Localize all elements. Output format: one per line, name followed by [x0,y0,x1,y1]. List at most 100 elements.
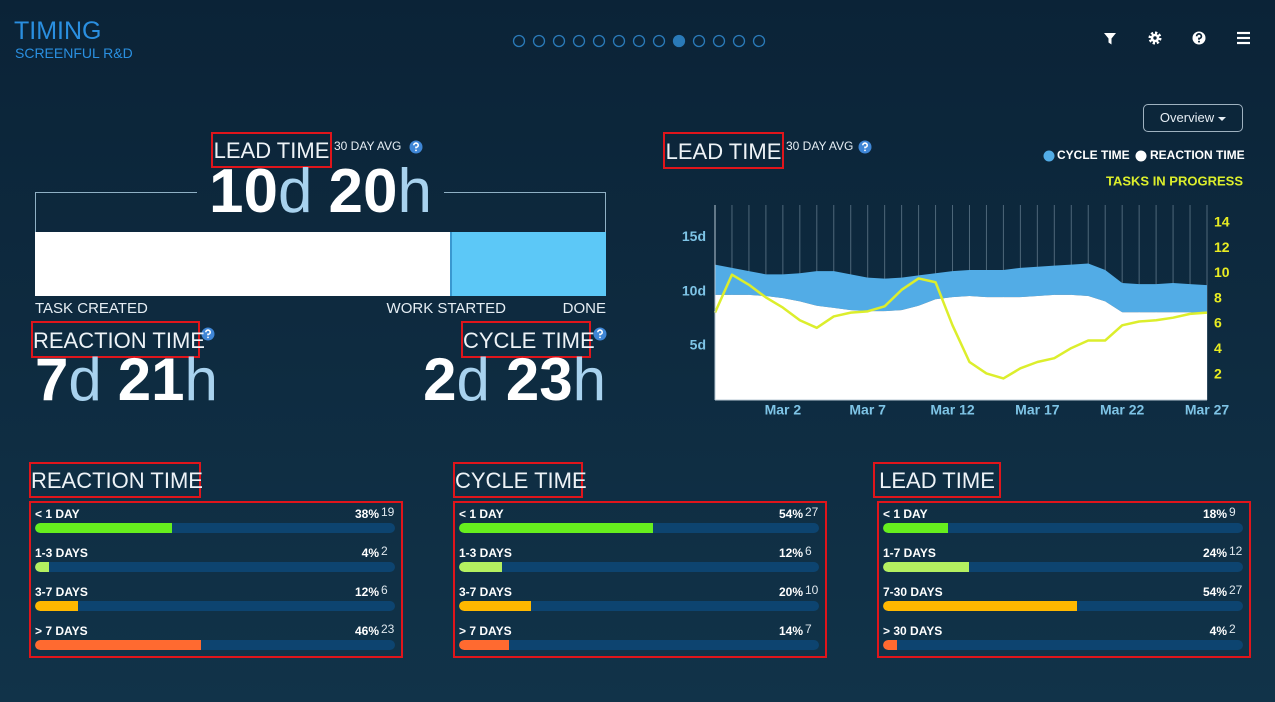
row-share: 14% [778,624,803,638]
help-glyph [597,329,603,336]
row-label: 1-7 DAYS [883,546,936,560]
page-dot[interactable] [692,34,706,48]
row-track [459,601,819,611]
x-tick-label: Mar 17 [1015,402,1060,418]
row-share: 20% [778,585,803,599]
x-tick-label: Mar 27 [1185,402,1230,418]
settings-icon[interactable] [1148,31,1162,45]
row-bar [35,562,50,572]
row-count: 19 [381,505,395,519]
panel-rows: < 1 DAY 54% 27 1-3 DAYS 12% 6 3-7 DAYS 20% 10 > 7… [453,501,827,658]
value-hour-unit: h [572,346,606,413]
y2-tick-label: 8 [1214,289,1222,305]
view-button[interactable]: Overview [1143,104,1243,132]
row-label: 1-3 DAYS [35,546,88,560]
row-count: 7 [805,622,812,636]
page-dot[interactable] [532,34,546,48]
help-dot [864,149,866,152]
x-tick-label: Mar 2 [765,402,802,418]
value-day-unit: d [68,346,102,413]
row-track [35,640,395,650]
filter-icon[interactable] [1104,33,1116,45]
row-bar [883,523,948,533]
value-hour-unit: h [397,157,432,226]
row-bar [883,640,898,650]
row-share: 4% [1209,624,1227,638]
row-track [35,601,395,611]
row-track [459,562,819,572]
x-tick-label: Mar 12 [930,402,975,418]
row-share: 4% [361,546,379,560]
row-share: 24% [1202,546,1227,560]
page-dot[interactable] [632,34,646,48]
page-dot[interactable] [552,34,566,48]
row-track [35,562,395,572]
row-share: 38% [354,507,379,521]
section-label: CYCLE TIME [461,321,595,358]
menu-icon[interactable] [1237,31,1250,45]
reaction-segment [35,232,451,296]
row-bar [459,640,510,650]
row-bar [883,601,1078,611]
big-value: 7d 21h [35,346,218,414]
frame-line [605,192,606,232]
value-days: 7 [35,346,69,413]
row-label: 1-3 DAYS [459,546,512,560]
y-tick-label: 10d [682,282,706,298]
app-title: TIMING [14,17,102,45]
row-share: 18% [1202,507,1227,521]
row-track [459,523,819,533]
value-days: 10 [209,157,279,226]
value-day-unit: d [278,157,313,226]
row-count: 6 [381,583,388,597]
row-bar [35,523,172,533]
help-dot [599,336,601,339]
frame-line [35,192,36,232]
row-share: 12% [778,546,803,560]
y2-tick-label: 14 [1214,213,1230,229]
row-count: 10 [805,583,819,597]
legend-label: REACTION TIME [1150,148,1245,162]
avg-note: 30 DAY AVG [786,139,854,153]
help-badge [201,327,215,341]
big-value: 10d 20h [35,157,606,227]
chart-title: LEAD TIME [663,132,784,169]
panel-rows: < 1 DAY 38% 19 1-3 DAYS 4% 2 3-7 DAYS 12% 6 > 7 D… [29,501,403,658]
y-tick-label: 5d [690,337,706,353]
page-dot[interactable] [652,34,666,48]
row-track [35,523,395,533]
page-dot[interactable] [572,34,586,48]
row-bar [459,562,503,572]
y2-tick-label: 6 [1214,315,1222,331]
y2-tick-label: 2 [1214,365,1222,381]
row-bar [459,523,654,533]
help-icon[interactable] [1192,31,1206,45]
y2-tick-label: 10 [1214,264,1230,280]
page-dot[interactable] [752,34,766,48]
row-bar [459,601,531,611]
cycle-segment [450,232,606,296]
help-glyph [413,142,419,149]
help-glyph [862,142,868,149]
value-day-unit: d [456,346,490,413]
button-label: Overview [1159,110,1215,125]
row-label: 3-7 DAYS [459,585,512,599]
frame-line [35,192,197,193]
app-subtitle: SCREENFUL R&D [15,45,133,61]
avg-note: 30 DAY AVG [334,139,402,153]
row-count: 2 [1229,622,1236,636]
legend-swatch [1043,150,1055,162]
page-dot[interactable] [732,34,746,48]
row-count: 2 [381,544,388,558]
row-label: 3-7 DAYS [35,585,88,599]
page-dot-active[interactable] [672,34,686,48]
page-dot[interactable] [612,34,626,48]
row-label: 7-30 DAYS [883,585,943,599]
page-dot[interactable] [712,34,726,48]
y2-tick-label: 12 [1214,239,1230,255]
row-track [459,640,819,650]
x-tick-label: Mar 22 [1100,402,1145,418]
big-value: 2d 23h [300,346,606,414]
page-dot[interactable] [512,34,526,48]
page-dot[interactable] [592,34,606,48]
